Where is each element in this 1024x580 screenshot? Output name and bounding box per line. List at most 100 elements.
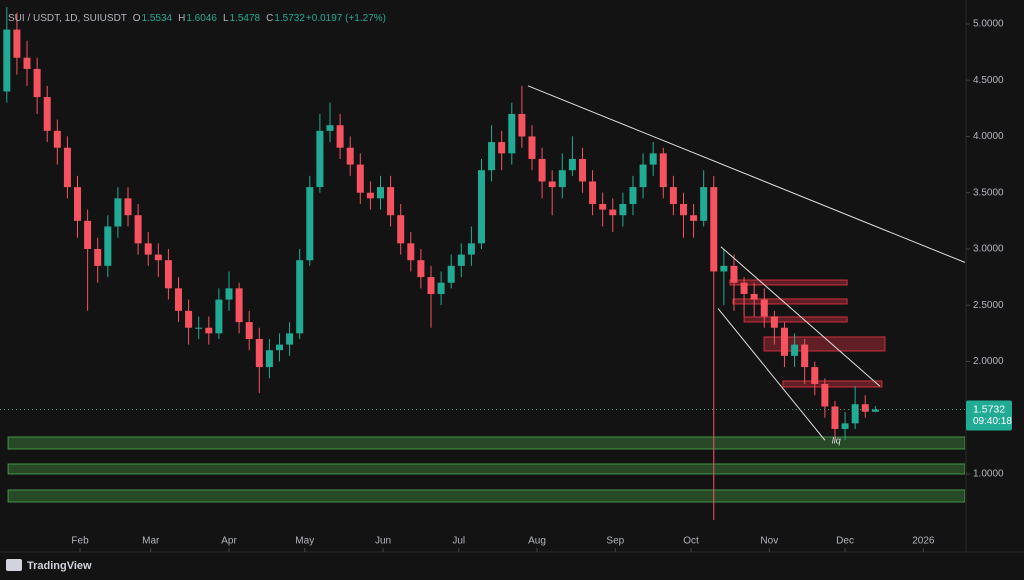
x-tick-label: Apr <box>221 536 237 547</box>
candle-body <box>801 344 809 368</box>
candle-body <box>346 147 354 165</box>
candle-body <box>508 113 516 154</box>
zone <box>782 380 883 388</box>
candle-body <box>710 187 718 272</box>
candle-body <box>175 288 183 311</box>
header-item: L <box>223 13 229 24</box>
x-tick-label: Dec <box>836 536 854 547</box>
candle-body <box>669 187 677 204</box>
candle-body <box>730 265 738 283</box>
candle-body <box>366 192 374 199</box>
candle-body <box>33 68 41 98</box>
y-tick-label: 2.5000 <box>973 300 1004 311</box>
candle-body <box>74 187 82 221</box>
candle-body <box>114 198 122 227</box>
candle-body <box>457 254 465 266</box>
y-tick-label: 3.0000 <box>973 244 1004 255</box>
x-tick-label: 2026 <box>912 536 935 547</box>
y-tick-label: 4.0000 <box>973 131 1004 142</box>
candle-body <box>356 164 364 193</box>
candle-body <box>861 404 869 412</box>
candle-body <box>467 243 475 255</box>
candle-body <box>144 243 152 255</box>
candle-body <box>760 299 768 317</box>
candle-body <box>276 344 284 351</box>
candle-body <box>185 310 193 328</box>
candle-body <box>225 288 233 300</box>
y-tick-label: 2.0000 <box>973 356 1004 367</box>
candle-body <box>437 282 445 294</box>
y-tick-label: 4.5000 <box>973 75 1004 86</box>
candle-body <box>23 57 31 69</box>
candle-body <box>690 215 698 221</box>
candle-body <box>205 327 213 334</box>
candle-body <box>639 164 647 188</box>
candle-body <box>53 130 61 148</box>
trendline <box>720 246 881 387</box>
candle-body <box>871 409 879 412</box>
candle-body <box>568 158 576 171</box>
candle-body <box>841 423 849 429</box>
zone <box>732 298 848 305</box>
annotation: liq <box>832 436 841 446</box>
candle-body <box>407 243 415 261</box>
candle-body <box>417 260 425 278</box>
candle-body <box>488 142 496 171</box>
header-item: C <box>266 13 273 24</box>
header-item: +0.0197 (+1.27%) <box>306 13 386 24</box>
candle-body <box>215 299 223 334</box>
header-item: H <box>178 13 185 24</box>
chart-header: SUI / USDT, 1D, SUIUSDT O1.5534 H1.6046 L1.… <box>8 13 386 24</box>
candle-body <box>195 327 203 329</box>
candle-body <box>154 254 162 261</box>
x-tick-label: Aug <box>528 536 546 547</box>
trendline <box>717 308 826 441</box>
x-tick-label: Jul <box>452 536 465 547</box>
candle-body <box>629 187 637 204</box>
x-tick-label: Feb <box>71 536 89 547</box>
last-price-box <box>966 400 1012 431</box>
candle-body <box>528 136 536 159</box>
candle-body <box>13 29 21 58</box>
candle-body <box>63 147 71 188</box>
candle-body <box>589 181 597 204</box>
y-tick-label: 5.0000 <box>973 19 1004 30</box>
candle-body <box>477 170 485 244</box>
header-item: O <box>133 13 141 24</box>
candle-body <box>548 181 556 188</box>
candle-body <box>104 226 112 266</box>
candle-body <box>427 277 435 294</box>
plot-area: liq <box>0 7 965 521</box>
candle-body <box>265 350 273 368</box>
candle-body <box>538 158 546 182</box>
axes: 1.0000 2.0000 2.5000 3.0000 3.5000 4.0000 4.50… <box>71 19 1012 552</box>
x-tick-label: Nov <box>760 536 778 547</box>
x-tick-label: Jun <box>375 536 391 547</box>
candle-body <box>376 187 384 199</box>
header-item: 1.6046 <box>186 13 217 24</box>
candle-body <box>84 220 92 249</box>
candle-body <box>306 187 314 261</box>
x-tick-label: Mar <box>142 536 160 547</box>
zone <box>7 489 965 503</box>
candle-body <box>255 338 263 368</box>
candle-body <box>609 209 617 216</box>
trendline <box>527 85 965 263</box>
candle-body <box>336 125 344 148</box>
candle-body <box>740 282 748 294</box>
candle-body <box>811 367 819 384</box>
candle-body <box>599 203 607 210</box>
brand: TradingView <box>27 560 92 572</box>
candle-body <box>831 406 839 429</box>
candle-body <box>558 170 566 188</box>
x-tick-label: Oct <box>683 536 699 547</box>
footer: TradingView <box>6 559 92 572</box>
candle-body <box>124 198 132 216</box>
zone <box>743 316 848 323</box>
candle-body <box>578 158 586 182</box>
candle-body <box>750 293 758 300</box>
zone <box>7 463 965 475</box>
candle-body <box>518 113 526 137</box>
